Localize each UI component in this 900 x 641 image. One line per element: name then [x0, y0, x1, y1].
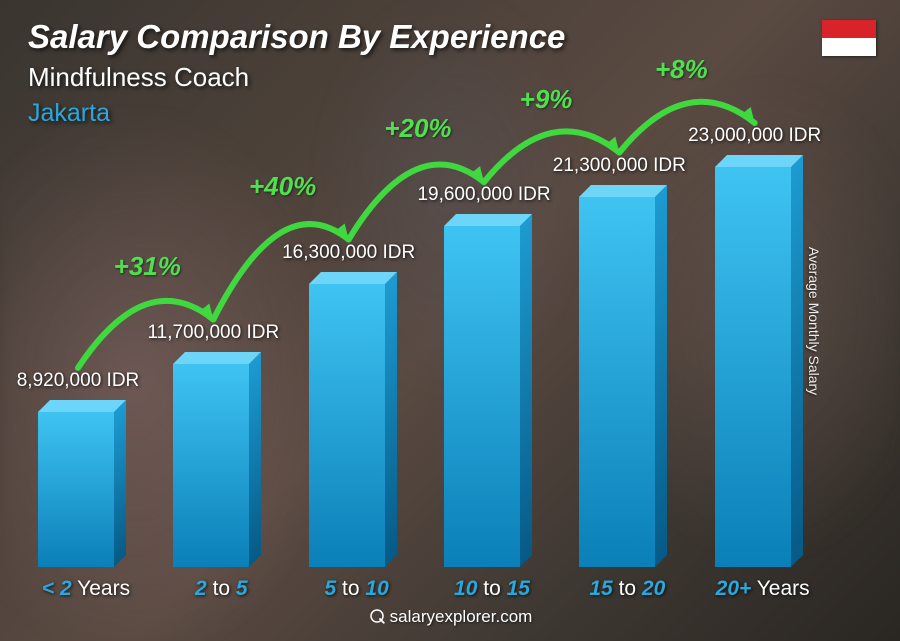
bar-chart: 8,920,000 IDR< 2 Years11,700,000 IDR2 to…	[28, 127, 840, 567]
flag-bottom-stripe	[822, 38, 876, 56]
chart-container: Salary Comparison By Experience Mindfuln…	[0, 0, 900, 641]
bar-x-label: < 2 Years	[16, 577, 156, 601]
logo-icon	[368, 607, 386, 625]
bar-x-label: 2 to 5	[151, 577, 291, 601]
footer-text: salaryexplorer.com	[390, 607, 533, 626]
pct-increase-label: +8%	[655, 54, 708, 85]
bar-x-label: 15 to 20	[557, 577, 697, 601]
flag-icon	[822, 20, 876, 56]
flag-top-stripe	[822, 20, 876, 38]
growth-arrow	[28, 67, 840, 567]
bar-x-label: 10 to 15	[422, 577, 562, 601]
chart-title: Salary Comparison By Experience	[28, 18, 565, 56]
footer: salaryexplorer.com	[0, 607, 900, 627]
bar-x-label: 20+ Years	[693, 577, 833, 601]
bar-x-label: 5 to 10	[287, 577, 427, 601]
